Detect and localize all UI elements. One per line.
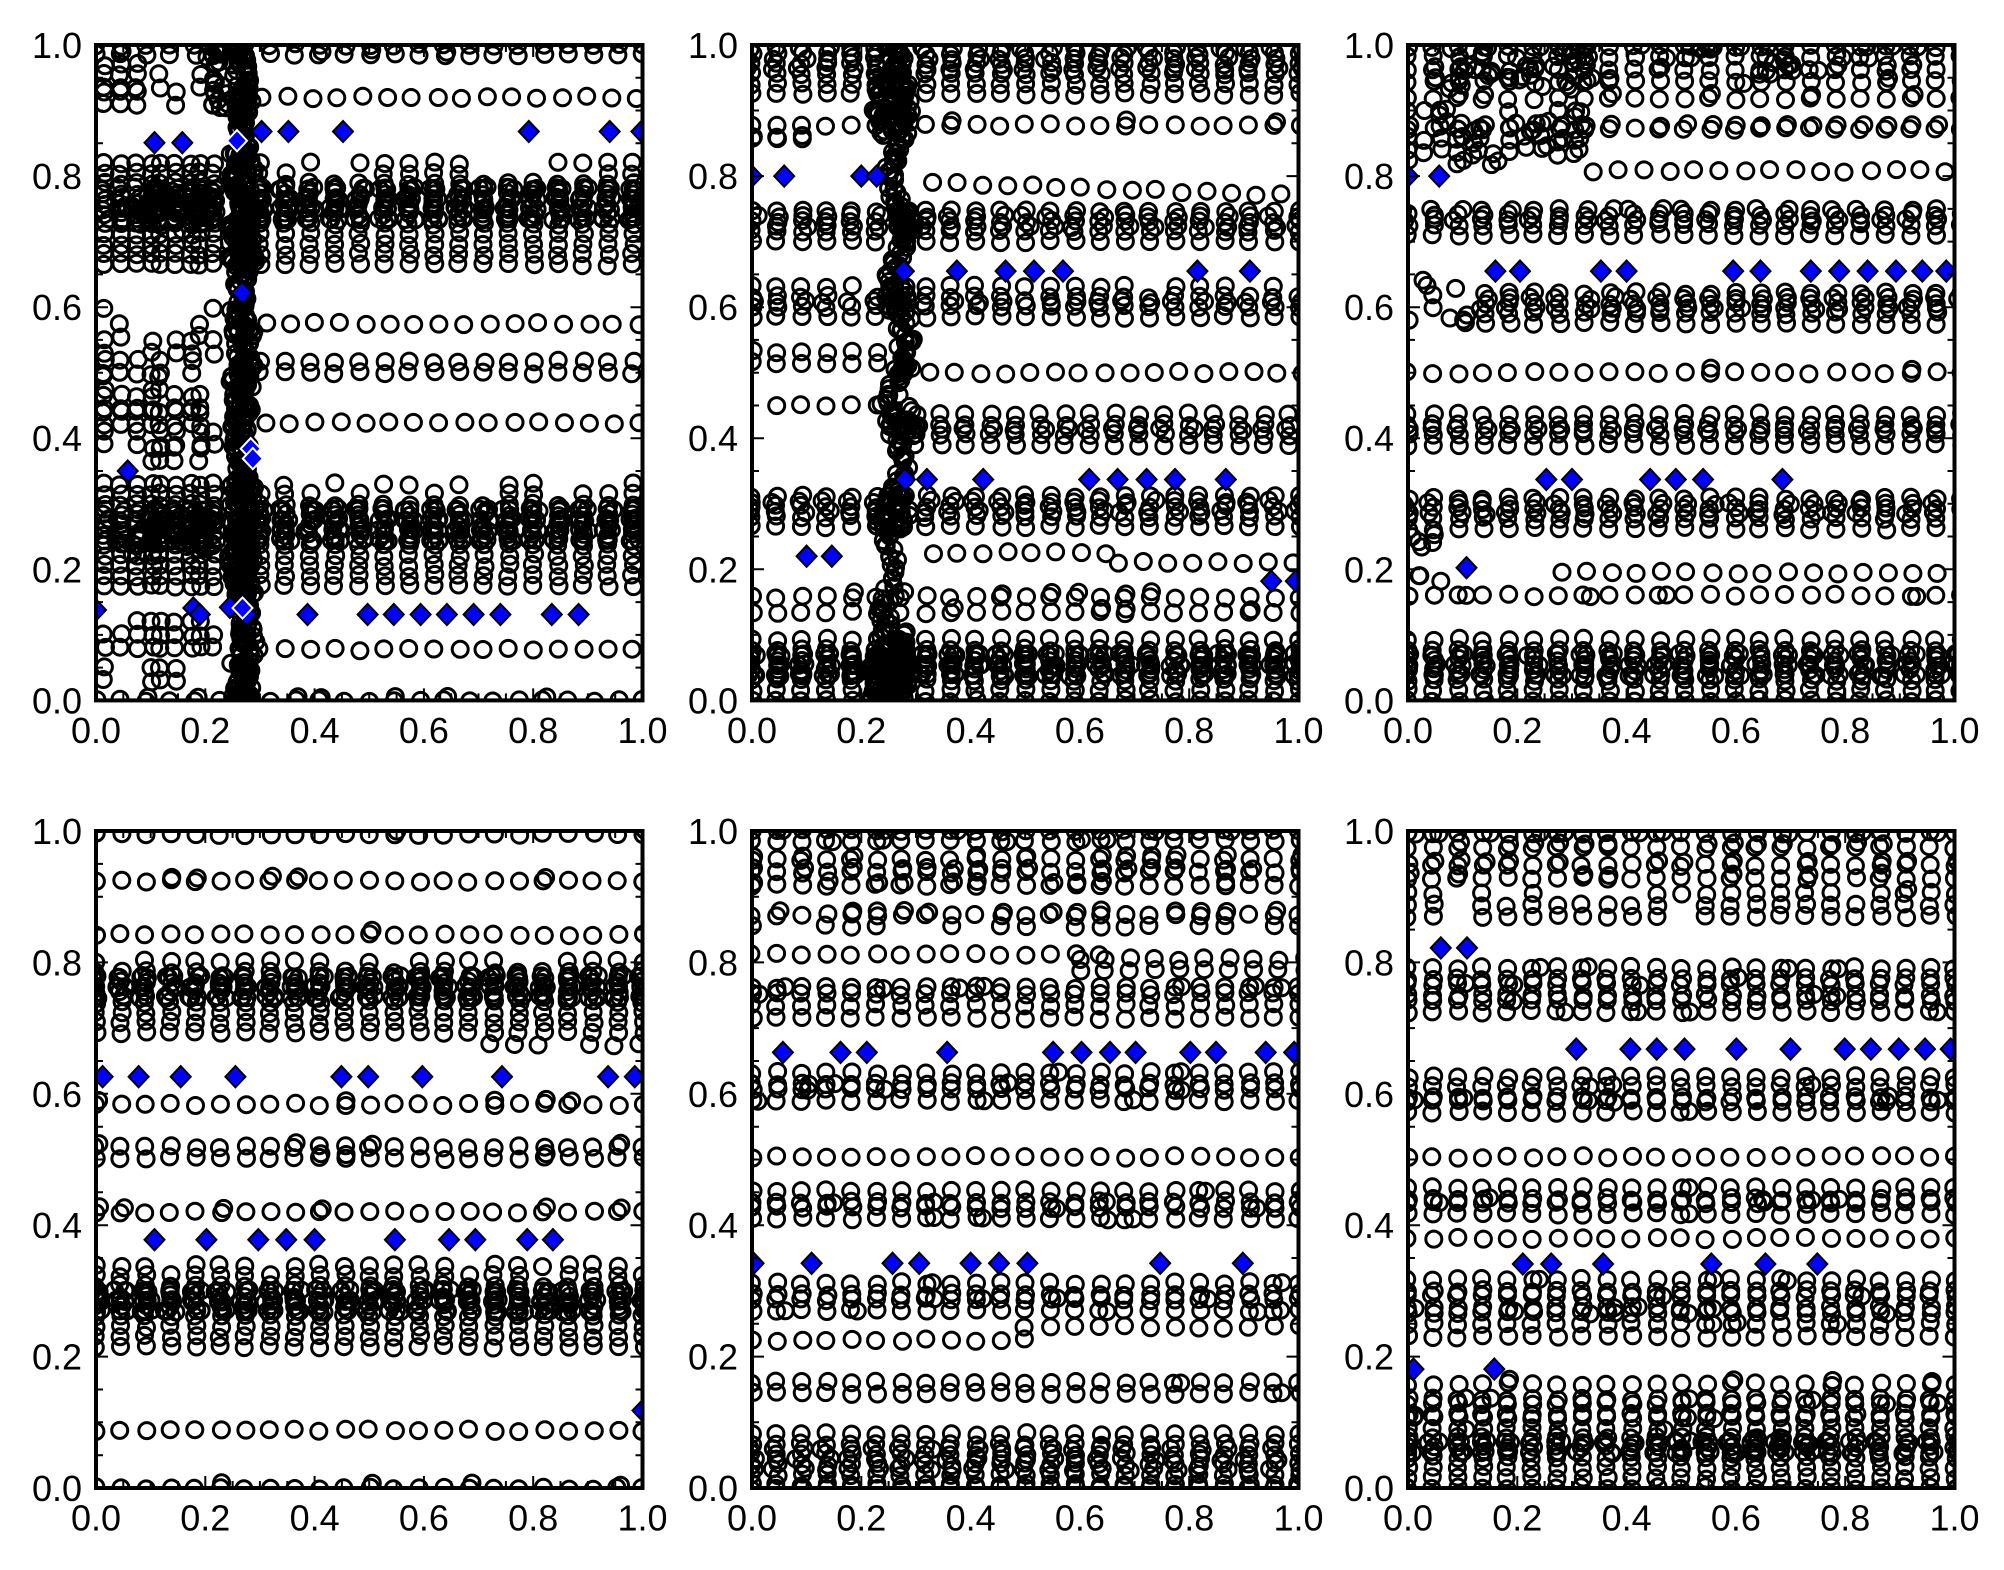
svg-text:0.4: 0.4 bbox=[1344, 1205, 1394, 1246]
svg-text:0.8: 0.8 bbox=[508, 710, 558, 751]
svg-text:0.4: 0.4 bbox=[946, 1498, 996, 1539]
svg-text:0.0: 0.0 bbox=[1383, 710, 1433, 751]
svg-text:0.0: 0.0 bbox=[71, 710, 121, 751]
svg-text:0.6: 0.6 bbox=[1711, 710, 1761, 751]
svg-text:0.0: 0.0 bbox=[1383, 1498, 1433, 1539]
svg-text:0.6: 0.6 bbox=[399, 710, 449, 751]
svg-text:0.4: 0.4 bbox=[32, 1205, 82, 1246]
svg-text:0.6: 0.6 bbox=[688, 1074, 738, 1115]
svg-text:0.2: 0.2 bbox=[1492, 710, 1542, 751]
svg-text:0.4: 0.4 bbox=[688, 1205, 738, 1246]
svg-text:0.2: 0.2 bbox=[32, 1337, 82, 1378]
svg-text:0.8: 0.8 bbox=[688, 942, 738, 983]
svg-text:1.0: 1.0 bbox=[32, 25, 82, 66]
svg-text:0.0: 0.0 bbox=[688, 1468, 738, 1509]
svg-text:0.4: 0.4 bbox=[1602, 710, 1652, 751]
svg-text:0.0: 0.0 bbox=[727, 710, 777, 751]
svg-text:0.2: 0.2 bbox=[836, 710, 886, 751]
svg-text:0.8: 0.8 bbox=[688, 156, 738, 197]
svg-text:1.0: 1.0 bbox=[688, 25, 738, 66]
svg-text:0.2: 0.2 bbox=[1344, 549, 1394, 590]
svg-text:0.0: 0.0 bbox=[1344, 680, 1394, 721]
svg-text:0.2: 0.2 bbox=[32, 549, 82, 590]
svg-text:0.8: 0.8 bbox=[1344, 156, 1394, 197]
svg-text:0.6: 0.6 bbox=[1344, 287, 1394, 328]
svg-text:0.4: 0.4 bbox=[290, 1498, 340, 1539]
svg-text:0.2: 0.2 bbox=[688, 549, 738, 590]
svg-text:0.6: 0.6 bbox=[1711, 1498, 1761, 1539]
svg-text:1.0: 1.0 bbox=[1344, 25, 1394, 66]
svg-text:0.0: 0.0 bbox=[1344, 1468, 1394, 1509]
svg-text:0.4: 0.4 bbox=[688, 418, 738, 459]
svg-text:1.0: 1.0 bbox=[1273, 710, 1323, 751]
svg-text:0.8: 0.8 bbox=[1820, 710, 1870, 751]
svg-text:0.6: 0.6 bbox=[32, 287, 82, 328]
svg-text:1.0: 1.0 bbox=[1929, 1498, 1979, 1539]
svg-text:0.0: 0.0 bbox=[688, 680, 738, 721]
svg-text:0.2: 0.2 bbox=[1492, 1498, 1542, 1539]
svg-text:0.0: 0.0 bbox=[727, 1498, 777, 1539]
svg-text:0.0: 0.0 bbox=[71, 1498, 121, 1539]
svg-text:0.6: 0.6 bbox=[688, 287, 738, 328]
svg-text:1.0: 1.0 bbox=[1344, 811, 1394, 852]
svg-text:0.4: 0.4 bbox=[1344, 418, 1394, 459]
svg-text:1.0: 1.0 bbox=[617, 1498, 667, 1539]
svg-text:1.0: 1.0 bbox=[617, 710, 667, 751]
svg-text:0.8: 0.8 bbox=[1164, 1498, 1214, 1539]
svg-text:0.0: 0.0 bbox=[32, 1468, 82, 1509]
svg-text:0.8: 0.8 bbox=[32, 942, 82, 983]
svg-text:0.6: 0.6 bbox=[1055, 1498, 1105, 1539]
svg-text:0.2: 0.2 bbox=[688, 1337, 738, 1378]
svg-text:1.0: 1.0 bbox=[32, 811, 82, 852]
svg-text:0.2: 0.2 bbox=[180, 710, 230, 751]
svg-text:0.2: 0.2 bbox=[180, 1498, 230, 1539]
svg-text:0.4: 0.4 bbox=[946, 710, 996, 751]
svg-text:0.6: 0.6 bbox=[1344, 1074, 1394, 1115]
svg-text:0.2: 0.2 bbox=[836, 1498, 886, 1539]
svg-text:0.8: 0.8 bbox=[1344, 942, 1394, 983]
svg-text:0.6: 0.6 bbox=[32, 1074, 82, 1115]
svg-text:0.8: 0.8 bbox=[1820, 1498, 1870, 1539]
svg-text:0.4: 0.4 bbox=[290, 710, 340, 751]
svg-text:0.8: 0.8 bbox=[32, 156, 82, 197]
svg-text:0.4: 0.4 bbox=[1602, 1498, 1652, 1539]
svg-text:0.8: 0.8 bbox=[1164, 710, 1214, 751]
svg-text:0.4: 0.4 bbox=[32, 418, 82, 459]
svg-text:0.6: 0.6 bbox=[399, 1498, 449, 1539]
svg-text:0.6: 0.6 bbox=[1055, 710, 1105, 751]
svg-text:1.0: 1.0 bbox=[1929, 710, 1979, 751]
svg-text:0.0: 0.0 bbox=[32, 680, 82, 721]
svg-text:0.2: 0.2 bbox=[1344, 1337, 1394, 1378]
svg-text:0.8: 0.8 bbox=[508, 1498, 558, 1539]
svg-text:1.0: 1.0 bbox=[1273, 1498, 1323, 1539]
svg-text:1.0: 1.0 bbox=[688, 811, 738, 852]
